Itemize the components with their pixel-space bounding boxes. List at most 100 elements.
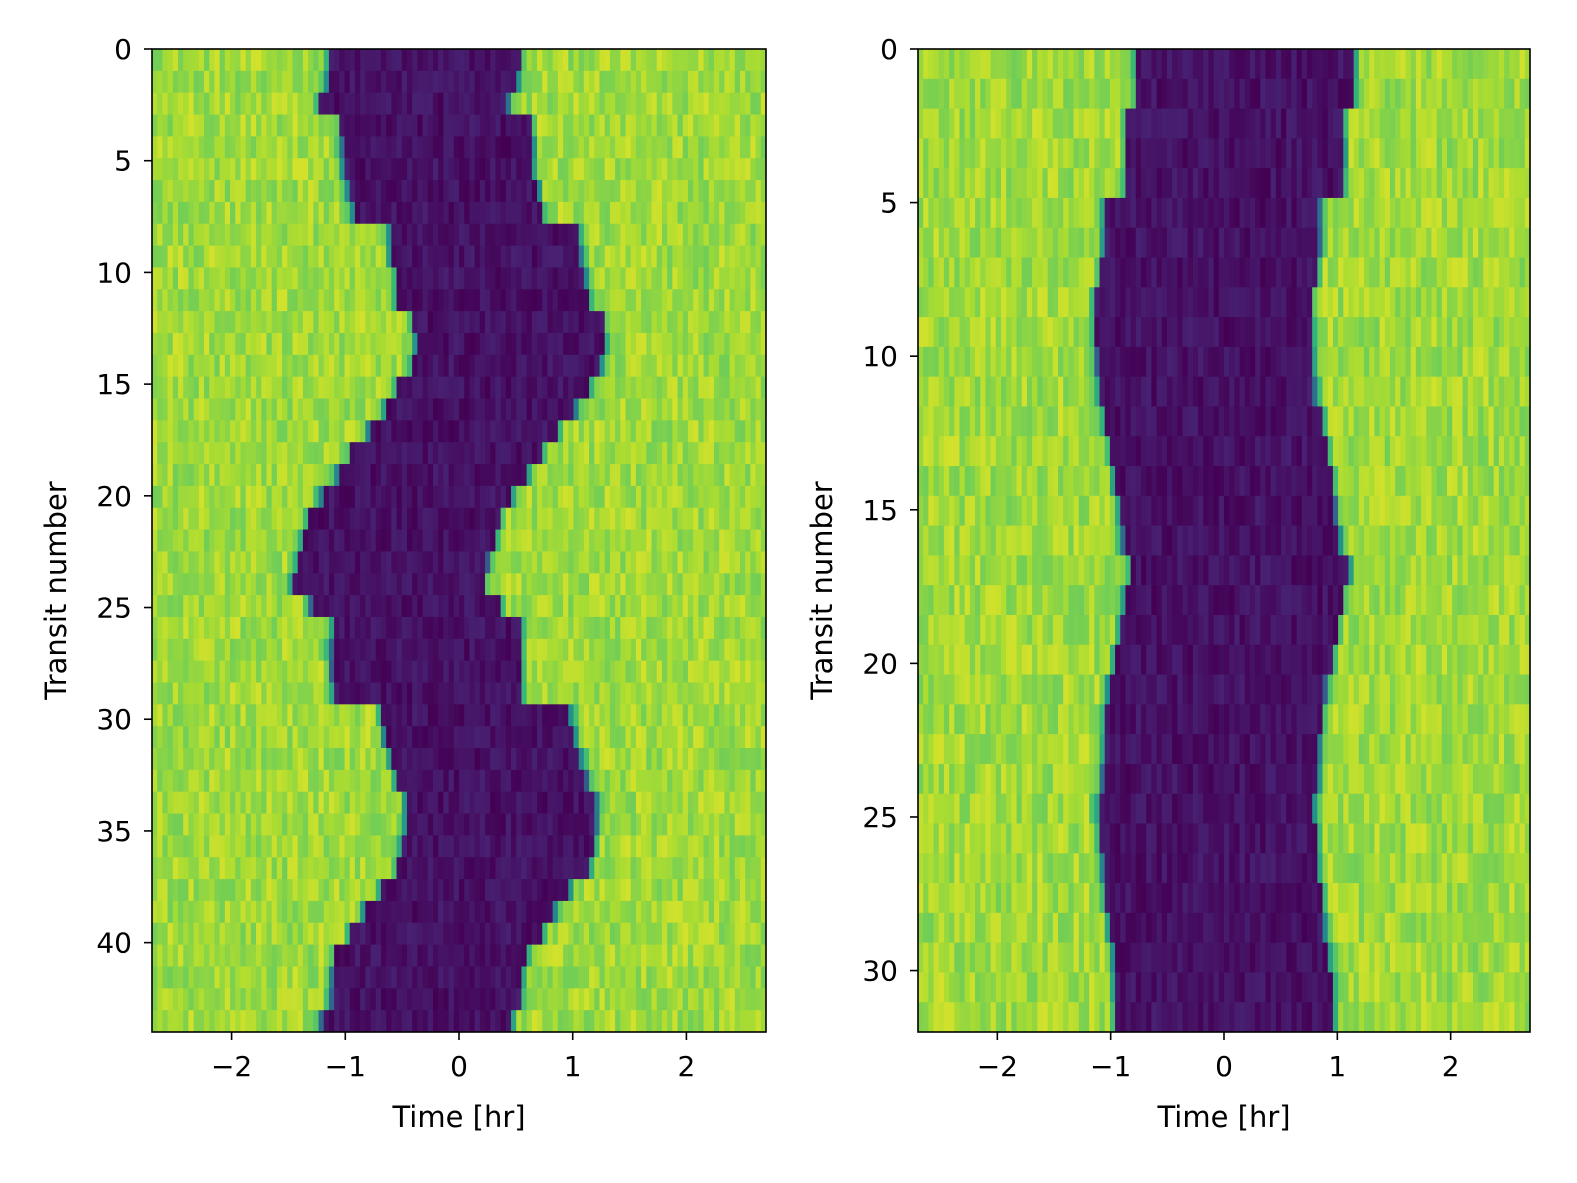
- flux-cell: [620, 92, 627, 116]
- flux-cell: [292, 660, 299, 684]
- flux-cell: [646, 114, 653, 137]
- flux-cell: [750, 748, 757, 771]
- flux-cell: [406, 289, 413, 312]
- flux-cell: [323, 442, 330, 465]
- flux-cell: [235, 704, 242, 727]
- flux-cell: [339, 398, 346, 421]
- flux-cell: [635, 769, 642, 793]
- flux-cell: [391, 70, 398, 94]
- flux-cell: [432, 49, 439, 72]
- flux-cell: [646, 573, 653, 596]
- flux-cell: [157, 573, 163, 596]
- flux-cell: [729, 92, 736, 116]
- flux-cell: [365, 180, 372, 203]
- flux-cell: [552, 311, 559, 334]
- flux-cell: [230, 944, 236, 968]
- flux-cell: [667, 616, 673, 640]
- flux-cell: [459, 900, 465, 924]
- flux-cell: [635, 573, 642, 596]
- flux-cell: [167, 223, 174, 247]
- flux-cell: [339, 201, 346, 225]
- flux-cell: [401, 682, 408, 705]
- flux-cell: [542, 857, 549, 880]
- transit-row: [152, 813, 766, 836]
- flux-cell: [318, 485, 325, 509]
- flux-cell: [542, 420, 549, 443]
- flux-cell: [152, 92, 158, 116]
- flux-cell: [729, 595, 736, 618]
- flux-cell: [448, 485, 455, 509]
- flux-cell: [313, 201, 320, 225]
- flux-cell: [542, 289, 549, 312]
- flux-cell: [646, 726, 653, 749]
- flux-cell: [495, 49, 502, 72]
- flux-cell: [219, 398, 226, 421]
- flux-cell: [230, 354, 236, 378]
- flux-cell: [250, 791, 257, 815]
- flux-cell: [469, 551, 476, 574]
- flux-cell: [739, 769, 746, 793]
- flux-cell: [172, 354, 179, 378]
- flux-cell: [152, 704, 158, 727]
- flux-cell: [511, 201, 517, 225]
- flux-cell: [230, 900, 236, 924]
- flux-cell: [230, 223, 236, 247]
- flux-cell: [641, 660, 647, 684]
- flux-cell: [406, 92, 413, 116]
- flux-cell: [646, 944, 653, 968]
- flux-cell: [620, 835, 627, 858]
- flux-cell: [204, 704, 210, 727]
- flux-cell: [375, 267, 382, 290]
- flux-cell: [511, 726, 517, 749]
- flux-cell: [370, 748, 377, 771]
- flux-cell: [386, 136, 392, 159]
- flux-cell: [219, 289, 226, 312]
- flux-cell: [375, 158, 382, 181]
- flux-cell: [422, 398, 429, 421]
- flux-cell: [224, 638, 231, 662]
- flux-cell: [318, 638, 325, 662]
- flux-cell: [615, 922, 621, 946]
- flux-cell: [204, 158, 210, 181]
- flux-cell: [479, 638, 486, 662]
- flux-cell: [443, 813, 450, 836]
- flux-cell: [224, 354, 231, 378]
- flux-cell: [339, 92, 346, 116]
- flux-cell: [448, 464, 455, 487]
- flux-cell: [370, 507, 377, 531]
- flux-cell: [495, 354, 502, 378]
- flux-cell: [178, 616, 184, 640]
- flux-cell: [193, 595, 200, 618]
- flux-cell: [734, 595, 741, 618]
- flux-cell: [479, 420, 486, 443]
- flux-cell: [667, 944, 673, 968]
- flux-cell: [734, 835, 741, 858]
- flux-cell: [334, 595, 340, 618]
- flux-cell: [375, 49, 382, 72]
- flux-cell: [448, 704, 455, 727]
- flux-cell: [396, 879, 403, 902]
- flux-cell: [568, 485, 575, 509]
- flux-cell: [750, 857, 757, 880]
- flux-cell: [495, 485, 502, 509]
- flux-cell: [224, 485, 231, 509]
- flux-cell: [609, 616, 616, 640]
- flux-cell: [495, 267, 502, 290]
- flux-cell: [256, 922, 262, 946]
- flux-cell: [739, 944, 746, 968]
- flux-cell: [354, 900, 361, 924]
- flux-cell: [474, 900, 481, 924]
- flux-cell: [261, 748, 268, 771]
- flux-cell: [708, 180, 715, 203]
- flux-cell: [219, 245, 226, 269]
- flux-cell: [703, 813, 710, 836]
- flux-cell: [693, 682, 699, 705]
- flux-cell: [531, 464, 538, 487]
- flux-cell: [755, 332, 762, 356]
- flux-cell: [490, 638, 497, 662]
- flux-cell: [235, 835, 242, 858]
- flux-cell: [438, 180, 444, 203]
- flux-cell: [219, 638, 226, 662]
- flux-cell: [755, 922, 762, 946]
- flux-cell: [703, 529, 710, 553]
